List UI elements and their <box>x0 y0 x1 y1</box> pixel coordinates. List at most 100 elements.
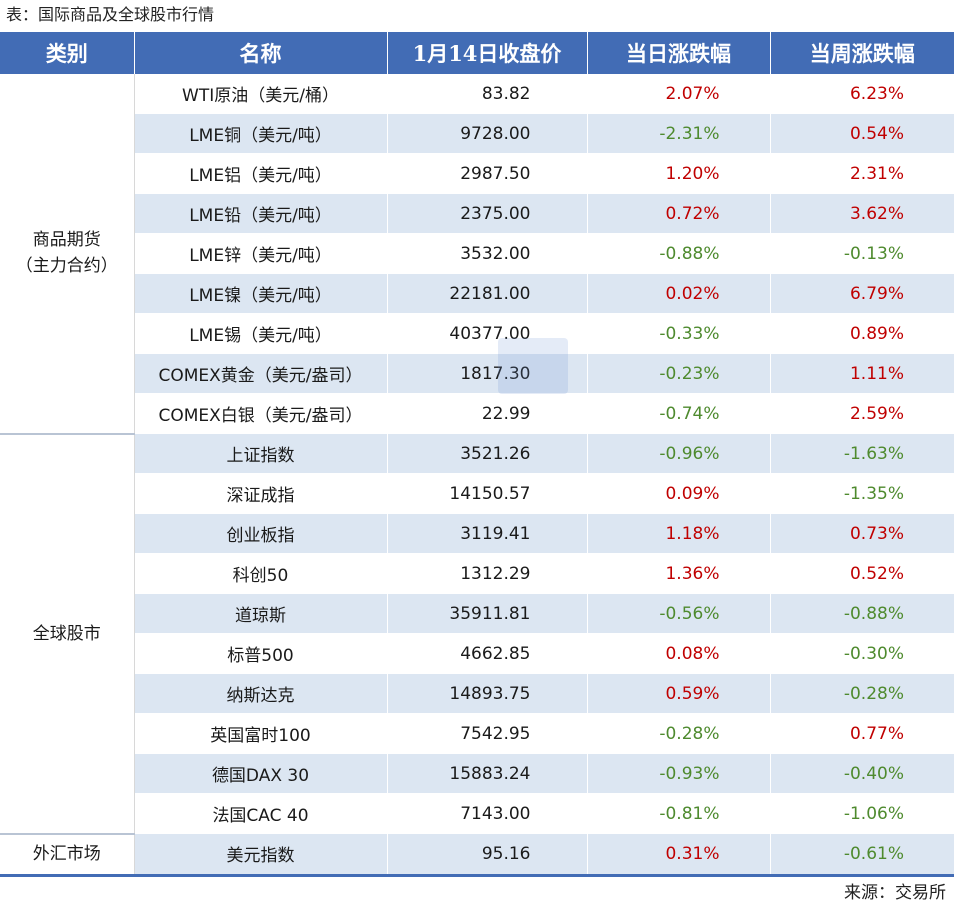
weekly-change: -0.61% <box>770 833 954 877</box>
instrument-name: LME铅（美元/吨） <box>134 193 388 234</box>
weekly-change: -0.88% <box>770 593 954 634</box>
instrument-name: 深证成指 <box>134 473 388 514</box>
instrument-name: COMEX白银（美元/盎司） <box>134 393 388 434</box>
table-row: LME铅（美元/吨） 2375.00 0.72% 3.62% <box>0 193 954 234</box>
table-row: 英国富时100 7542.95 -0.28% 0.77% <box>0 713 954 754</box>
table-row: 标普500 4662.85 0.08% -0.30% <box>0 633 954 674</box>
close-price: 2375.00 <box>387 193 588 234</box>
close-price: 35911.81 <box>387 593 588 634</box>
daily-change: -0.88% <box>587 233 771 274</box>
weekly-change: 0.77% <box>770 713 954 754</box>
weekly-change: -0.40% <box>770 753 954 794</box>
close-price: 22181.00 <box>387 273 588 314</box>
weekly-change: 2.59% <box>770 393 954 434</box>
daily-change: 0.31% <box>587 833 771 877</box>
daily-change: -0.96% <box>587 433 771 474</box>
instrument-name: 英国富时100 <box>134 713 388 754</box>
close-price: 14893.75 <box>387 673 588 714</box>
weekly-change: 6.23% <box>770 74 954 114</box>
daily-change: 1.20% <box>587 153 771 194</box>
weekly-change: 3.62% <box>770 193 954 234</box>
instrument-name: LME锌（美元/吨） <box>134 233 388 274</box>
table-row: 法国CAC 40 7143.00 -0.81% -1.06% <box>0 793 954 834</box>
category-cell-commodities: 商品期货 （主力合约） <box>0 74 135 435</box>
instrument-name: 科创50 <box>134 553 388 594</box>
daily-change: 1.36% <box>587 553 771 594</box>
weekly-change: -0.28% <box>770 673 954 714</box>
market-table: 类别 名称 1月14日收盘价 当日涨跌幅 当周涨跌幅 商品期货 （主力合约） WTI… <box>0 32 954 877</box>
daily-change: -0.93% <box>587 753 771 794</box>
daily-change: -0.56% <box>587 593 771 634</box>
close-price: 7542.95 <box>387 713 588 754</box>
close-price: 83.82 <box>387 74 588 114</box>
header-name: 名称 <box>134 32 388 74</box>
daily-change: -0.23% <box>587 353 771 394</box>
instrument-name: LME锡（美元/吨） <box>134 313 388 354</box>
instrument-name: WTI原油（美元/桶） <box>134 74 388 114</box>
weekly-change: 0.54% <box>770 113 954 154</box>
close-price: 15883.24 <box>387 753 588 794</box>
table-row: LME铝（美元/吨） 2987.50 1.20% 2.31% <box>0 153 954 194</box>
header-category: 类别 <box>0 32 135 74</box>
instrument-name: COMEX黄金（美元/盎司） <box>134 353 388 394</box>
weekly-change: -0.30% <box>770 633 954 674</box>
table-row: 纳斯达克 14893.75 0.59% -0.28% <box>0 673 954 714</box>
weekly-change: 2.31% <box>770 153 954 194</box>
weekly-change: -1.63% <box>770 433 954 474</box>
header-close-price: 1月14日收盘价 <box>387 32 588 74</box>
table-caption: 表：国际商品及全球股市行情 <box>6 5 215 24</box>
close-price: 1817.30 <box>387 353 588 394</box>
table-row: 商品期货 （主力合约） WTI原油（美元/桶） 83.82 2.07% 6.23% <box>0 74 954 435</box>
close-price: 3119.41 <box>387 513 588 554</box>
instrument-name: 标普500 <box>134 633 388 674</box>
close-price: 14150.57 <box>387 473 588 514</box>
table-row: 全球股市 上证指数 3521.26 -0.96% -1.63% <box>0 433 954 835</box>
instrument-name: 美元指数 <box>134 833 388 877</box>
close-price: 4662.85 <box>387 633 588 674</box>
daily-change: 2.07% <box>587 74 771 114</box>
daily-change: 1.18% <box>587 513 771 554</box>
close-price: 40377.00 <box>387 313 588 354</box>
weekly-change: 0.52% <box>770 553 954 594</box>
close-price: 2987.50 <box>387 153 588 194</box>
instrument-name: LME铝（美元/吨） <box>134 153 388 194</box>
instrument-name: 德国DAX 30 <box>134 753 388 794</box>
instrument-name: 创业板指 <box>134 513 388 554</box>
weekly-change: 6.79% <box>770 273 954 314</box>
close-price: 3521.26 <box>387 433 588 474</box>
daily-change: 0.08% <box>587 633 771 674</box>
daily-change: -2.31% <box>587 113 771 154</box>
weekly-change: 0.73% <box>770 513 954 554</box>
header-row: 类别 名称 1月14日收盘价 当日涨跌幅 当周涨跌幅 <box>0 32 954 74</box>
daily-change: -0.81% <box>587 793 771 834</box>
weekly-change: -1.06% <box>770 793 954 834</box>
instrument-name: LME镍（美元/吨） <box>134 273 388 314</box>
daily-change: -0.74% <box>587 393 771 434</box>
daily-change: 0.72% <box>587 193 771 234</box>
weekly-change: -1.35% <box>770 473 954 514</box>
category-cell-fx: 外汇市场 <box>0 833 135 877</box>
instrument-name: 纳斯达克 <box>134 673 388 714</box>
category-label: 商品期货 <box>32 230 101 251</box>
instrument-name: LME铜（美元/吨） <box>134 113 388 154</box>
daily-change: -0.33% <box>587 313 771 354</box>
table-row: 道琼斯 35911.81 -0.56% -0.88% <box>0 593 954 634</box>
weekly-change: 0.89% <box>770 313 954 354</box>
table-row: LME铜（美元/吨） 9728.00 -2.31% 0.54% <box>0 113 954 154</box>
weekly-change: 1.11% <box>770 353 954 394</box>
source-note: 来源：交易所 <box>844 883 946 903</box>
instrument-name: 道琼斯 <box>134 593 388 634</box>
category-cell-stocks: 全球股市 <box>0 433 135 835</box>
category-sublabel: （主力合约） <box>15 256 118 277</box>
table-row: 深证成指 14150.57 0.09% -1.35% <box>0 473 954 514</box>
table-row: 外汇市场 美元指数 95.16 0.31% -0.61% <box>0 833 954 877</box>
close-price: 7143.00 <box>387 793 588 834</box>
table-row: 创业板指 3119.41 1.18% 0.73% <box>0 513 954 554</box>
daily-change: 0.59% <box>587 673 771 714</box>
table-row: LME锌（美元/吨） 3532.00 -0.88% -0.13% <box>0 233 954 274</box>
table-row: COMEX黄金（美元/盎司） 1817.30 -0.23% 1.11% <box>0 353 954 394</box>
daily-change: 0.02% <box>587 273 771 314</box>
close-price: 22.99 <box>387 393 588 434</box>
table-row: 德国DAX 30 15883.24 -0.93% -0.40% <box>0 753 954 794</box>
table-row: LME锡（美元/吨） 40377.00 -0.33% 0.89% <box>0 313 954 354</box>
